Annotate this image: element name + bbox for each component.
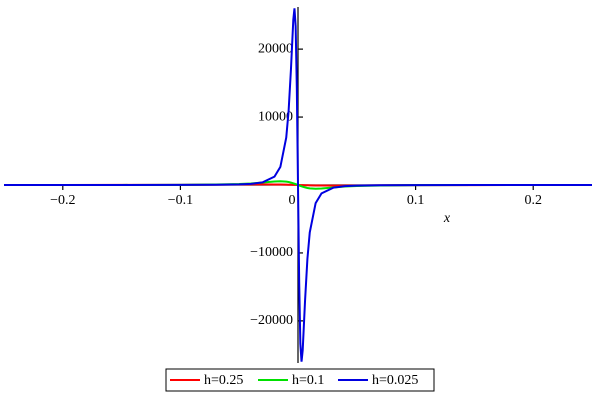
legend-box xyxy=(165,368,435,392)
y-tick-label: −20000 xyxy=(250,313,293,328)
legend-label: h=0.025 xyxy=(372,373,418,388)
legend-label: h=0.1 xyxy=(292,373,324,388)
y-tick-label: −10000 xyxy=(250,245,293,260)
series-line xyxy=(4,8,592,362)
x-tick-label: 0.2 xyxy=(524,193,542,208)
y-tick-label: 20000 xyxy=(258,41,293,56)
y-tick-label: 10000 xyxy=(258,109,293,124)
x-tick-label: 0.1 xyxy=(407,193,425,208)
x-tick-label: −0.1 xyxy=(168,193,193,208)
x-tick-label: 0 xyxy=(289,193,296,208)
x-tick-label: −0.2 xyxy=(50,193,75,208)
legend-label: h=0.25 xyxy=(204,373,243,388)
x-axis-label: x xyxy=(443,211,451,226)
